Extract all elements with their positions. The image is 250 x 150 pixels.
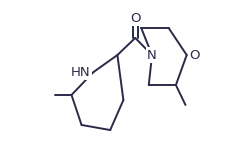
Text: O: O	[130, 12, 140, 24]
Text: HN: HN	[71, 66, 90, 78]
Text: N: N	[146, 49, 156, 62]
Text: O: O	[189, 49, 200, 62]
